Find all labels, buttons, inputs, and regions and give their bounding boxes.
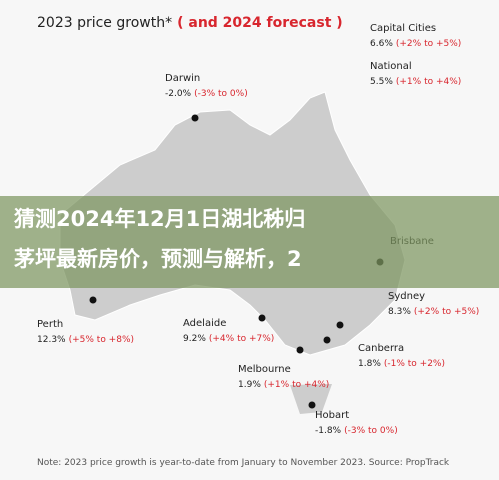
forecast: (-3% to 0%) <box>344 426 398 436</box>
growth: 1.8% <box>358 359 381 369</box>
place-value: 6.6% (+2% to +5%) <box>370 39 461 49</box>
growth: 8.3% <box>388 307 411 317</box>
dot <box>323 336 331 344</box>
place-label: Hobart <box>315 410 349 421</box>
dot <box>308 401 316 409</box>
note: Note: 2023 price growth is year-to-date … <box>37 458 450 468</box>
place-value: 1.9% (+1% to +4%) <box>238 380 329 390</box>
place-label: Sydney <box>388 291 425 302</box>
place-label: Perth <box>37 319 63 330</box>
city-dots <box>89 114 384 409</box>
forecast: (-1% to +2%) <box>384 359 445 369</box>
dot <box>89 296 97 304</box>
banner-bg <box>0 196 499 288</box>
forecast: (+2% to +5%) <box>414 307 479 317</box>
growth: -1.8% <box>315 426 342 436</box>
place-value: 8.3% (+2% to +5%) <box>388 307 479 317</box>
place-label: Adelaide <box>183 318 226 329</box>
growth: 12.3% <box>37 335 66 345</box>
place-label: National <box>370 61 412 72</box>
dot <box>296 346 304 354</box>
title: 2023 price growth* ( and 2024 forecast ) <box>37 15 343 31</box>
growth: 5.5% <box>370 77 393 87</box>
place-value: 5.5% (+1% to +4%) <box>370 77 461 87</box>
growth: 6.6% <box>370 39 393 49</box>
dot <box>258 314 266 322</box>
forecast: (-3% to 0%) <box>194 89 248 99</box>
dot <box>191 114 199 122</box>
place-label: Canberra <box>358 343 404 354</box>
title-text: 2023 price growth* <box>37 15 172 31</box>
forecast: (+1% to +4%) <box>264 380 329 390</box>
banner-line: 猜测2024年12月1日湖北秭归 <box>13 207 305 231</box>
place-value: -2.0% (-3% to 0%) <box>165 89 248 99</box>
banner-line: 茅坪最新房价，预测与解析，2 <box>14 247 302 271</box>
place-value: 9.2% (+4% to +7%) <box>183 334 274 344</box>
place-label: Darwin <box>165 73 200 84</box>
forecast: (+4% to +7%) <box>209 334 274 344</box>
tasmania <box>290 384 332 414</box>
growth: 9.2% <box>183 334 206 344</box>
growth: 1.9% <box>238 380 261 390</box>
dot <box>336 321 344 329</box>
place-label: Capital Cities <box>370 23 436 34</box>
place-label: Melbourne <box>238 364 291 375</box>
forecast: (+5% to +8%) <box>69 335 134 345</box>
growth: -2.0% <box>165 89 192 99</box>
place-value: 1.8% (-1% to +2%) <box>358 359 445 369</box>
forecast: (+1% to +4%) <box>396 77 461 87</box>
place-value: -1.8% (-3% to 0%) <box>315 426 398 436</box>
place-value: 12.3% (+5% to +8%) <box>37 335 134 345</box>
forecast: (+2% to +5%) <box>396 39 461 49</box>
subtitle: ( and 2024 forecast ) <box>177 15 343 31</box>
